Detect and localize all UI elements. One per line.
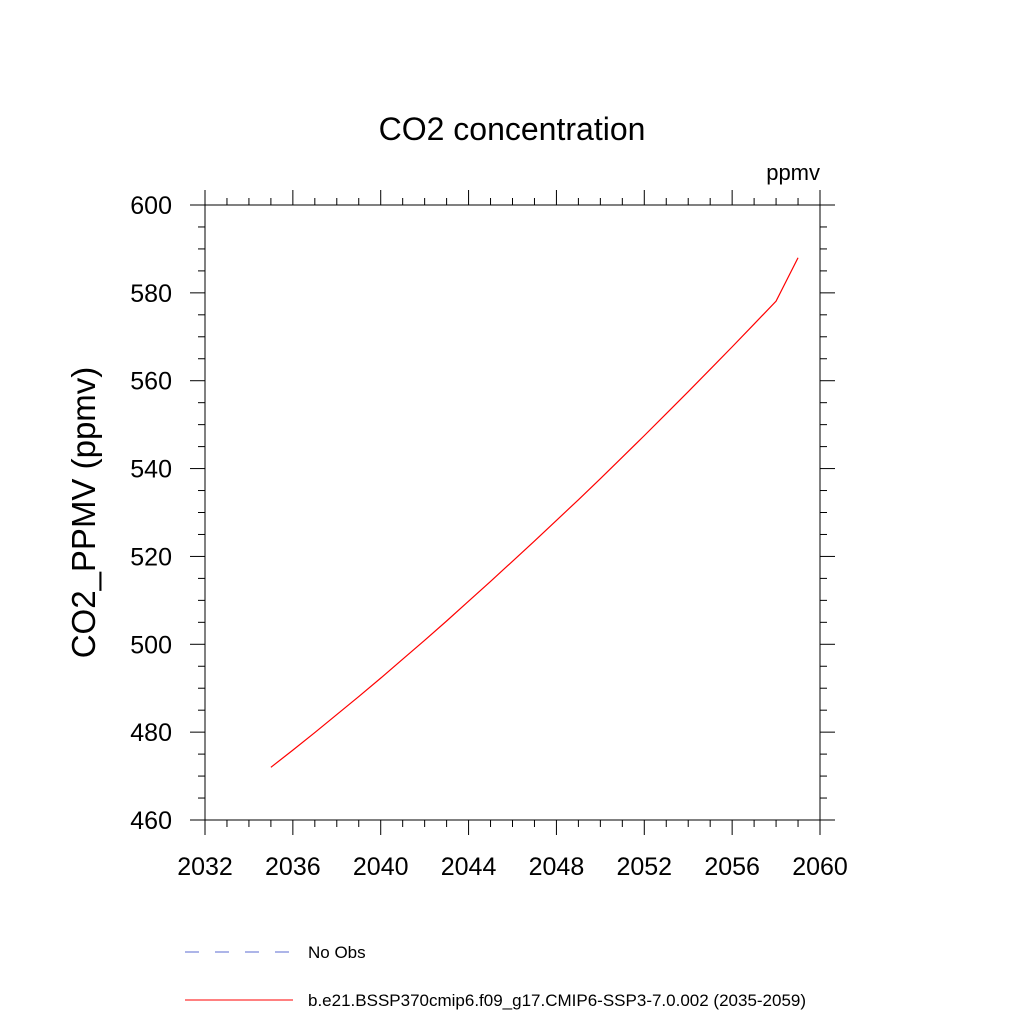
x-tick-label: 2048 — [529, 853, 585, 881]
units-label: ppmv — [766, 160, 820, 185]
plot-layer: CO2 concentration ppmv CO2_PPMV (ppmv) 2032… — [65, 111, 848, 881]
x-tick-label: 2056 — [704, 853, 760, 881]
y-tick-label: 540 — [130, 456, 172, 484]
y-tick-label: 500 — [130, 631, 172, 659]
x-tick-label: 2060 — [792, 853, 848, 881]
x-tick-label: 2052 — [616, 853, 672, 881]
y-tick-label: 580 — [130, 280, 172, 308]
plot-frame — [204, 204, 821, 821]
legend: No Obs b.e21.BSSP370cmip6.f09_g17.CMIP6-S… — [185, 943, 806, 1010]
series-line-1 — [270, 257, 799, 768]
x-tick-label: 2044 — [441, 853, 497, 881]
x-tick-label: 2032 — [177, 853, 233, 881]
y-tick-label: 600 — [130, 192, 172, 220]
x-tick-label: 2036 — [265, 853, 321, 881]
legend-label-1: b.e21.BSSP370cmip6.f09_g17.CMIP6-SSP3-7.… — [308, 991, 806, 1010]
y-tick-label: 520 — [130, 543, 172, 571]
x-tick-label: 2040 — [353, 853, 409, 881]
y-tick-label: 480 — [130, 719, 172, 747]
chart-title: CO2 concentration — [379, 111, 646, 147]
y-axis-label: CO2_PPMV (ppmv) — [65, 367, 102, 659]
legend-label-0: No Obs — [308, 943, 366, 962]
y-tick-label: 560 — [130, 368, 172, 396]
y-tick-label: 460 — [130, 807, 172, 835]
